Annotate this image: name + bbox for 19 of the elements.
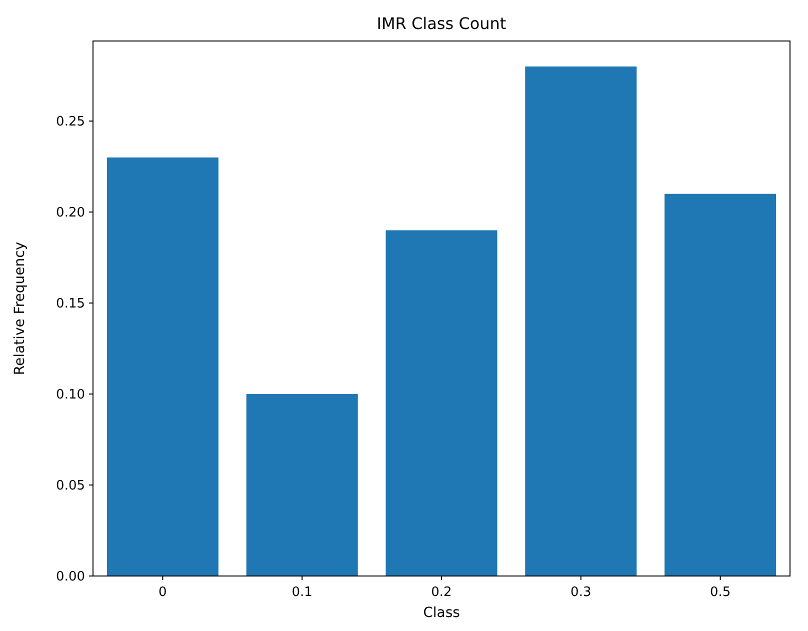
x-tick-label: 0.2 <box>431 585 452 600</box>
x-tick-label: 0.5 <box>710 585 731 600</box>
y-tick-label: 0.25 <box>56 114 85 130</box>
y-tick-label: 0.15 <box>56 296 85 312</box>
y-tick-label: 0.05 <box>56 478 85 494</box>
x-axis-title: Class <box>423 605 460 621</box>
y-axis-title: Relative Frequency <box>12 242 28 376</box>
y-tick-label: 0.10 <box>56 388 85 403</box>
bar <box>525 66 637 576</box>
x-tick-label: 0.3 <box>570 585 592 600</box>
chart-title: IMR Class Count <box>376 14 506 33</box>
y-tick-label: 0.20 <box>56 206 85 221</box>
bar <box>246 394 358 576</box>
bar <box>664 194 776 576</box>
x-tick-label: 0 <box>158 585 167 600</box>
bar <box>106 157 218 576</box>
y-tick-label: 0.00 <box>56 570 85 585</box>
x-tick-label: 0.1 <box>292 585 312 600</box>
bar <box>386 230 498 576</box>
